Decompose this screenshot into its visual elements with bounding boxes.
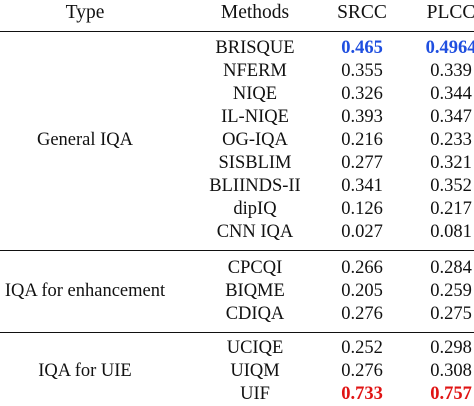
plcc-cell: 0.339 (430, 61, 472, 81)
group-type-uie: IQA for UIE (38, 361, 132, 381)
header-methods: Methods (220, 2, 290, 23)
srcc-cell: 0.252 (341, 338, 383, 358)
group-type-general: General IQA (36, 130, 134, 150)
header-srcc: SRCC (337, 2, 387, 23)
srcc-cell: 0.266 (341, 258, 383, 278)
group-divider (0, 250, 474, 251)
plcc-cell: 0.217 (430, 199, 472, 219)
plcc-cell: 0.275 (430, 304, 472, 324)
method-cell: NFERM (223, 61, 287, 81)
srcc-cell: 0.205 (341, 281, 383, 301)
srcc-cell: 0.393 (341, 107, 383, 127)
method-cell: NIQE (232, 84, 278, 104)
plcc-cell: 0.298 (430, 338, 472, 358)
method-cell: CPCQI (227, 258, 283, 278)
plcc-cell: 0.352 (430, 176, 472, 196)
plcc-cell: 0.344 (430, 84, 472, 104)
method-cell: UIF (240, 384, 270, 404)
plcc-cell: 0.081 (430, 222, 472, 242)
method-cell: CDIQA (225, 304, 285, 324)
method-cell: BIQME (225, 281, 285, 301)
srcc-cell: 0.355 (341, 61, 383, 81)
srcc-cell-best: 0.465 (341, 38, 383, 58)
plcc-cell: 0.308 (430, 361, 472, 381)
plcc-cell-best: 0.4964 (425, 38, 474, 58)
srcc-cell: 0.276 (341, 304, 383, 324)
plcc-cell: 0.284 (430, 258, 472, 278)
plcc-cell: 0.259 (430, 281, 472, 301)
method-cell: UIQM (230, 361, 280, 381)
method-cell: BRISQUE (215, 38, 295, 58)
srcc-cell: 0.027 (341, 222, 383, 242)
group-type-enhancement: IQA for enhancement (4, 281, 166, 301)
srcc-cell: 0.126 (341, 199, 383, 219)
srcc-cell: 0.341 (341, 176, 383, 196)
plcc-cell: 0.347 (430, 107, 472, 127)
group-divider (0, 332, 474, 333)
srcc-cell-highlight: 0.733 (341, 384, 383, 404)
srcc-cell: 0.216 (341, 130, 383, 150)
plcc-cell: 0.321 (430, 153, 472, 173)
method-cell: dipIQ (233, 199, 277, 219)
header-divider (0, 31, 474, 32)
srcc-cell: 0.276 (341, 361, 383, 381)
header-type: Type (65, 2, 105, 23)
plcc-cell: 0.233 (430, 130, 472, 150)
method-cell: UCIQE (226, 338, 284, 358)
method-cell: OG-IQA (222, 130, 288, 150)
srcc-cell: 0.277 (341, 153, 383, 173)
method-cell: IL-NIQE (221, 107, 289, 127)
header-plcc: PLCC (426, 2, 474, 23)
plcc-cell-highlight: 0.757 (430, 384, 472, 404)
srcc-cell: 0.326 (341, 84, 383, 104)
method-cell: CNN IQA (216, 222, 294, 242)
method-cell: BLIINDS-II (209, 176, 301, 196)
method-cell: SISBLIM (218, 153, 292, 173)
